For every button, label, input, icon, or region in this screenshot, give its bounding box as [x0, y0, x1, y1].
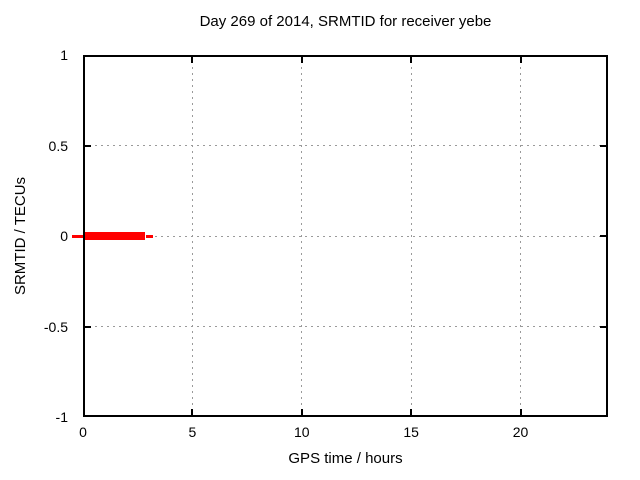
y-tick-mark-right — [600, 235, 606, 237]
x-tick-label: 20 — [512, 424, 529, 440]
y-tick-mark-left — [85, 144, 91, 147]
x-tick-mark-bottom — [410, 409, 413, 415]
y-tick-label: 0.5 — [48, 137, 68, 154]
y-tick-label: 0 — [60, 228, 68, 244]
x-tick-label: 0 — [79, 424, 87, 440]
series-segment-srmtid — [83, 232, 145, 240]
x-tick-mark-top — [410, 57, 413, 63]
x-tick-label: 5 — [188, 424, 197, 440]
chart-title: Day 269 of 2014, SRMTID for receiver yeb… — [199, 13, 492, 30]
y-tick-label: -0.5 — [43, 318, 68, 335]
y-tick-mark-right — [600, 144, 606, 147]
x-tick-mark-top — [519, 57, 522, 63]
y-tick-mark-left — [85, 325, 91, 328]
x-tick-label: 10 — [293, 424, 310, 440]
x-tick-mark-top — [191, 57, 194, 63]
series-artifact-dash — [145, 234, 153, 238]
y-gridline — [83, 235, 608, 237]
y-gridline — [83, 145, 608, 146]
x-tick-mark-bottom — [191, 409, 194, 415]
y-gridline — [83, 326, 608, 327]
y-tick-label: -1 — [55, 409, 68, 425]
x-axis-label: GPS time / hours — [288, 450, 403, 467]
x-tick-mark-bottom — [519, 409, 522, 415]
y-tick-mark-right — [600, 325, 606, 328]
x-tick-mark-bottom — [300, 409, 303, 415]
plot-area: 0 5 10 15 20 1 0.5 0 -0.5 -1 — [44, 47, 608, 440]
y-tick-label: 1 — [60, 47, 68, 63]
series-artifact-dash — [72, 234, 83, 238]
x-tick-mark-top — [300, 57, 303, 63]
x-tick-label: 15 — [403, 424, 419, 440]
